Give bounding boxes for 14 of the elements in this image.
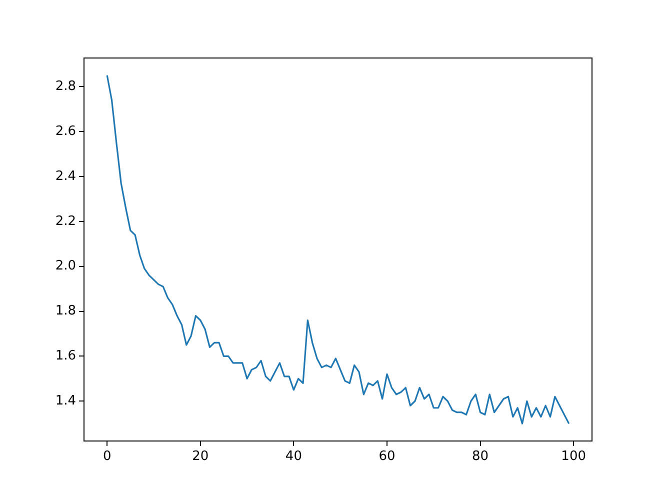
y-tick-label: 2.4 xyxy=(55,168,76,184)
x-tick-label: 100 xyxy=(561,449,586,464)
y-tick-label: 1.6 xyxy=(55,348,76,364)
y-tick-label: 1.8 xyxy=(55,304,76,319)
x-tick-label: 0 xyxy=(102,449,112,464)
x-tick-label: 80 xyxy=(472,449,489,464)
y-tick-label: 2.0 xyxy=(55,258,76,274)
y-tick-label: 1.4 xyxy=(55,394,76,409)
y-tick-label: 2.2 xyxy=(55,214,76,229)
x-tick-label: 40 xyxy=(285,449,302,464)
x-tick-label: 20 xyxy=(192,449,209,464)
x-tick-label: 60 xyxy=(378,449,396,464)
y-tick-label: 2.6 xyxy=(55,124,76,139)
y-tick-label: 2.8 xyxy=(55,79,76,94)
